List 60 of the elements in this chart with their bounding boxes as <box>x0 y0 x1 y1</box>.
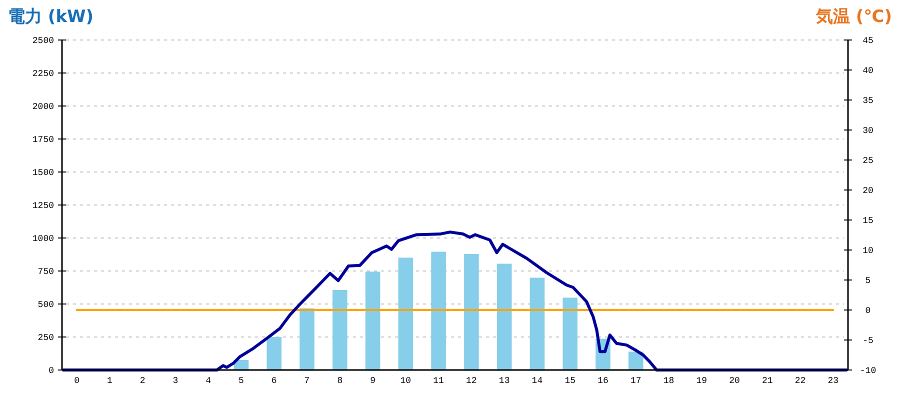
y2-tick-label: 15 <box>862 216 874 226</box>
x-tick-label: 15 <box>564 376 576 386</box>
x-tick-label: 23 <box>828 376 839 386</box>
y2-tick-label: 35 <box>862 96 874 106</box>
y2-axis-title: 気温 (℃) <box>814 7 892 27</box>
x-tick-label: 14 <box>532 376 543 386</box>
y2-tick-label: -10 <box>860 366 876 376</box>
x-tick-label: 2 <box>140 376 146 386</box>
y-tick-label: 2250 <box>32 69 54 79</box>
x-tick-label: 18 <box>663 376 674 386</box>
bar <box>464 254 479 370</box>
bar <box>332 290 348 370</box>
bar <box>300 308 314 370</box>
y-tick-label: 0 <box>48 366 54 376</box>
x-tick-label: 6 <box>271 376 277 386</box>
x-tick-label: 19 <box>696 376 708 386</box>
y-tick-label: 1250 <box>32 201 54 211</box>
y2-tick-label: 40 <box>862 66 874 76</box>
x-tick-label: 8 <box>337 376 343 386</box>
x-tick-label: 12 <box>466 376 477 386</box>
y-tick-label: 2000 <box>32 102 54 112</box>
x-tick-label: 17 <box>630 376 642 386</box>
x-tick-label: 1 <box>106 376 112 386</box>
y-tick-label: 2500 <box>32 36 54 46</box>
y2-tick-label: 10 <box>862 246 874 256</box>
y2-tick-label: 5 <box>865 276 871 286</box>
x-tick-label: 7 <box>304 376 310 386</box>
y2-tick-label: 0 <box>865 306 871 316</box>
x-tick-label: 10 <box>400 376 412 386</box>
x-tick-label: 13 <box>498 376 510 386</box>
x-tick-label: 9 <box>370 376 376 386</box>
bar <box>431 252 446 370</box>
x-tick-label: 16 <box>598 376 608 386</box>
x-tick-label: 20 <box>729 376 740 386</box>
x-tick-label: 22 <box>794 376 806 386</box>
y2-tick-label: -5 <box>862 336 874 346</box>
bar <box>530 278 545 370</box>
bar <box>266 337 282 370</box>
x-tick-label: 4 <box>206 376 212 386</box>
x-tick-label: 0 <box>74 376 80 386</box>
y-tick-label: 1500 <box>32 168 54 178</box>
y2-tick-label: 30 <box>862 126 874 136</box>
x-tick-label: 3 <box>172 376 178 386</box>
x-tick-label: 21 <box>762 376 773 386</box>
bar <box>496 264 512 370</box>
y2-tick-label: 20 <box>862 186 874 196</box>
bar <box>398 258 414 370</box>
bar <box>628 352 644 370</box>
y-tick-label: 1000 <box>32 234 54 244</box>
y2-tick-label: 25 <box>862 156 874 166</box>
bar <box>562 298 578 370</box>
y2-tick-label: 45 <box>862 36 874 46</box>
x-tick-label: 11 <box>433 376 444 386</box>
y-axis-title: 電力 (kW) <box>8 7 94 27</box>
x-tick-label: 5 <box>238 376 244 386</box>
y-tick-label: 500 <box>38 300 54 310</box>
y-tick-label: 250 <box>38 333 54 343</box>
y-tick-label: 750 <box>38 267 54 277</box>
bar <box>365 272 380 370</box>
y-tick-label: 1750 <box>32 135 54 145</box>
